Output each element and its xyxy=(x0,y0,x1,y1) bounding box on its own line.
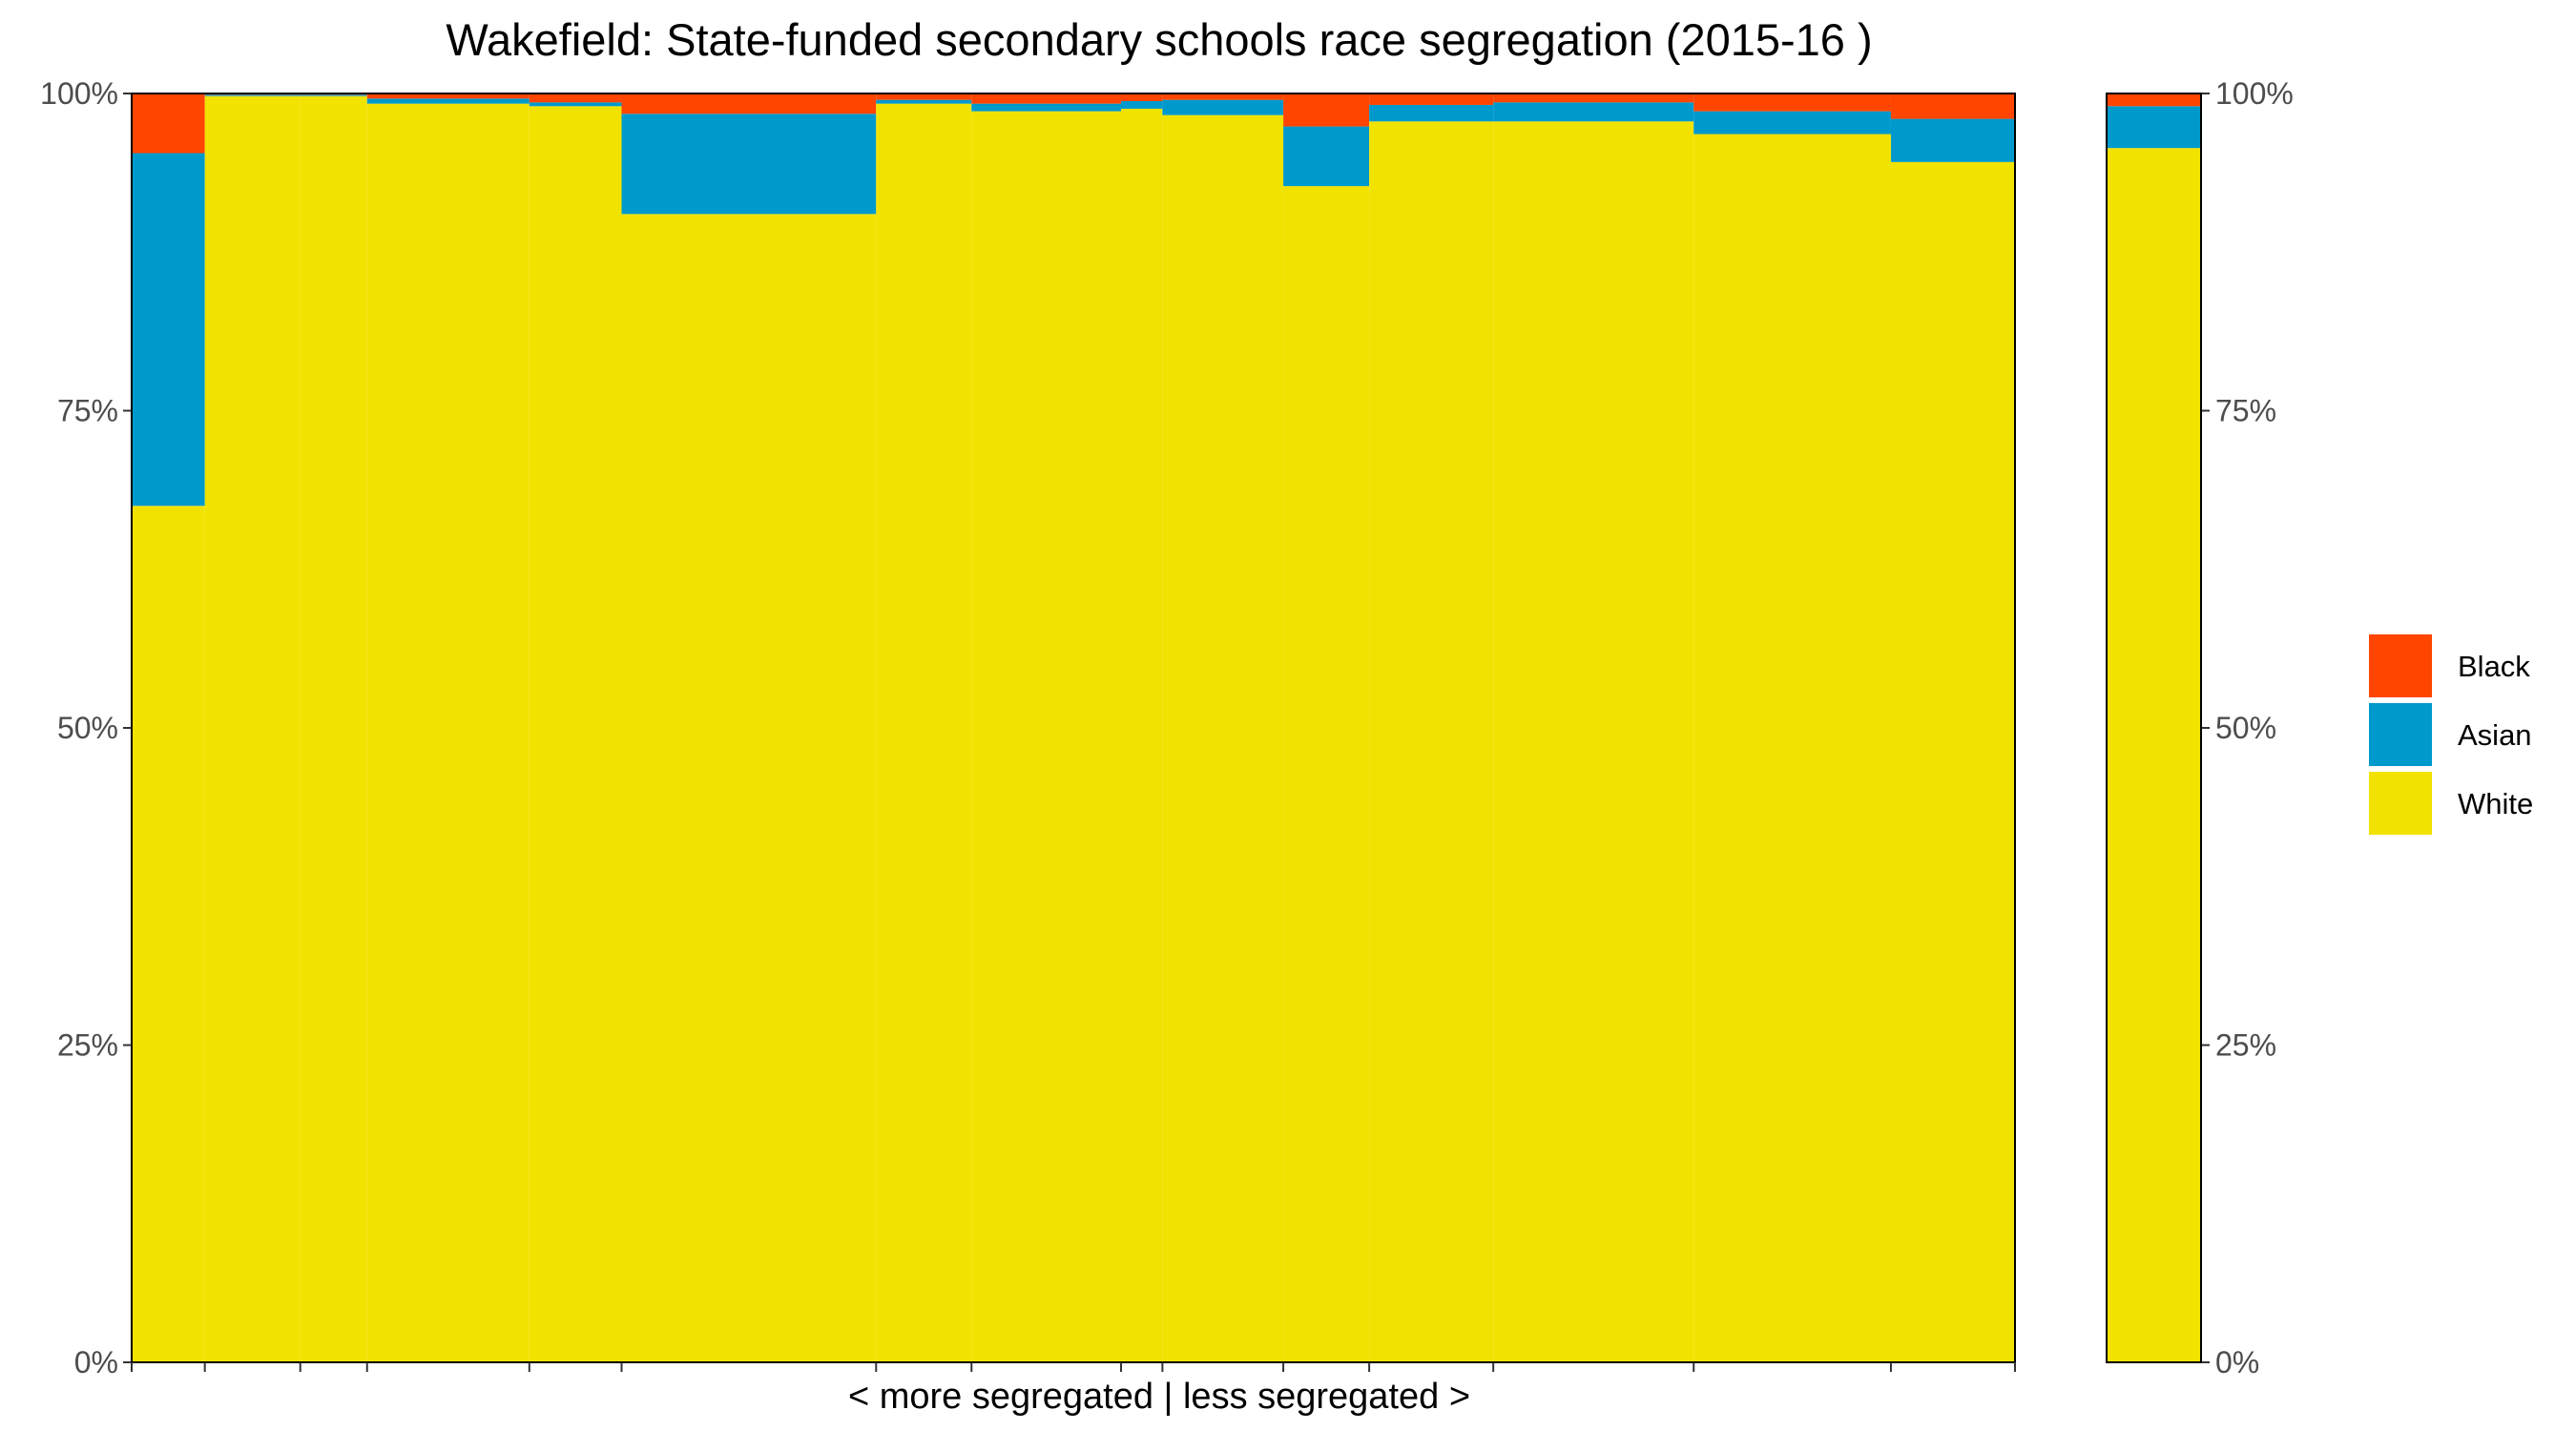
bar-7 xyxy=(876,93,972,1362)
bar-3-white-segment xyxy=(300,95,367,1362)
bar-11-asian-segment xyxy=(1283,126,1370,187)
left-y-tick-label: 0% xyxy=(74,1345,118,1379)
bar-14-asian-segment xyxy=(1693,111,1891,135)
right-y-tick-label: 25% xyxy=(2215,1028,2276,1063)
bar-13-white-segment xyxy=(1493,121,1694,1362)
bar-9-white-segment xyxy=(1121,108,1163,1363)
right-y-tick-label: 100% xyxy=(2215,76,2294,111)
bar-6 xyxy=(621,93,877,1363)
bar-8-white-segment xyxy=(971,111,1122,1363)
x-axis-title: < more segregated | less segregated > xyxy=(848,1377,1470,1417)
bar-13-asian-segment xyxy=(1493,102,1694,122)
summary-bar-white-segment xyxy=(2107,148,2201,1363)
bar-12-white-segment xyxy=(1369,121,1494,1362)
bar-2 xyxy=(204,93,301,1362)
bar-9 xyxy=(1121,93,1163,1363)
bar-1 xyxy=(132,93,205,1362)
bar-15-asian-segment xyxy=(1890,118,2015,162)
left-y-tick-label: 100% xyxy=(40,76,118,111)
bar-10-black-segment xyxy=(1162,93,1284,100)
bar-2-white-segment xyxy=(204,95,301,1362)
bar-11-black-segment xyxy=(1283,93,1370,127)
left-y-axis: 0% 25% 50% 75% 100% xyxy=(40,76,132,1379)
right-y-tick-label: 75% xyxy=(2215,394,2276,428)
bar-11 xyxy=(1283,93,1370,1363)
bar-5-asian-segment xyxy=(529,102,622,107)
bar-4-black-segment xyxy=(366,93,530,99)
bar-14-black-segment xyxy=(1693,93,1891,112)
bar-9-asian-segment xyxy=(1121,100,1163,109)
legend: Black Asian White xyxy=(2369,634,2533,835)
bar-3 xyxy=(300,93,367,1362)
bar-1-black-segment xyxy=(132,93,205,154)
bar-2-asian-segment xyxy=(204,94,301,96)
bars xyxy=(131,93,2016,1363)
x-axis xyxy=(131,1362,2016,1372)
right-y-axis: 0% 25% 50% 75% 100% xyxy=(2201,76,2294,1379)
bar-15-white-segment xyxy=(1890,161,2015,1362)
bar-1-asian-segment xyxy=(132,153,205,507)
right-y-tick-label: 0% xyxy=(2215,1345,2259,1379)
bar-12-black-segment xyxy=(1369,93,1494,105)
bar-7-white-segment xyxy=(876,103,972,1362)
right-y-tick-label: 50% xyxy=(2215,711,2276,745)
legend-label-asian: Asian xyxy=(2458,718,2532,752)
bar-13 xyxy=(1493,93,1694,1362)
bar-14-white-segment xyxy=(1693,134,1891,1362)
bar-9-black-segment xyxy=(1121,93,1163,101)
bar-13-black-segment xyxy=(1493,93,1694,103)
legend-swatch-white xyxy=(2369,772,2432,835)
left-y-tick-label: 25% xyxy=(57,1028,118,1063)
bar-7-black-segment xyxy=(876,93,972,100)
bar-11-white-segment xyxy=(1283,186,1370,1363)
summary-panel-border xyxy=(2106,93,2202,1363)
bar-6-asian-segment xyxy=(621,114,877,215)
legend-swatch-asian xyxy=(2369,703,2432,766)
summary-bar-asian-segment xyxy=(2107,106,2201,149)
left-y-tick-label: 50% xyxy=(57,711,118,745)
bar-5-black-segment xyxy=(529,93,622,103)
bar-3-asian-segment xyxy=(300,94,367,96)
legend-label-white: White xyxy=(2458,787,2533,820)
bar-6-black-segment xyxy=(621,93,877,114)
bar-8-black-segment xyxy=(971,93,1122,104)
bar-12 xyxy=(1369,93,1494,1362)
summary-bar xyxy=(2106,93,2202,1363)
bar-10-asian-segment xyxy=(1162,99,1284,115)
bar-8 xyxy=(971,93,1122,1363)
summary-bar-black-segment xyxy=(2107,93,2201,107)
legend-label-black: Black xyxy=(2458,650,2530,683)
chart-title: Wakefield: State-funded secondary school… xyxy=(446,14,1872,65)
bar-4-asian-segment xyxy=(366,98,530,104)
bar-1-white-segment xyxy=(132,506,205,1362)
bar-4 xyxy=(366,93,530,1362)
bar-6-white-segment xyxy=(621,214,877,1363)
bar-12-asian-segment xyxy=(1369,104,1494,122)
bar-15 xyxy=(1890,93,2015,1362)
bar-5 xyxy=(529,93,622,1362)
bar-15-black-segment xyxy=(1890,93,2015,119)
main-panel-border xyxy=(131,93,2016,1363)
legend-swatch-black xyxy=(2369,634,2432,697)
bar-10-white-segment xyxy=(1162,114,1284,1363)
bar-7-asian-segment xyxy=(876,99,972,104)
bar-5-white-segment xyxy=(529,106,622,1362)
bar-4-white-segment xyxy=(366,103,530,1362)
bar-14 xyxy=(1693,93,1891,1362)
bar-8-asian-segment xyxy=(971,103,1122,112)
left-y-tick-label: 75% xyxy=(57,394,118,428)
bar-10 xyxy=(1162,93,1284,1363)
